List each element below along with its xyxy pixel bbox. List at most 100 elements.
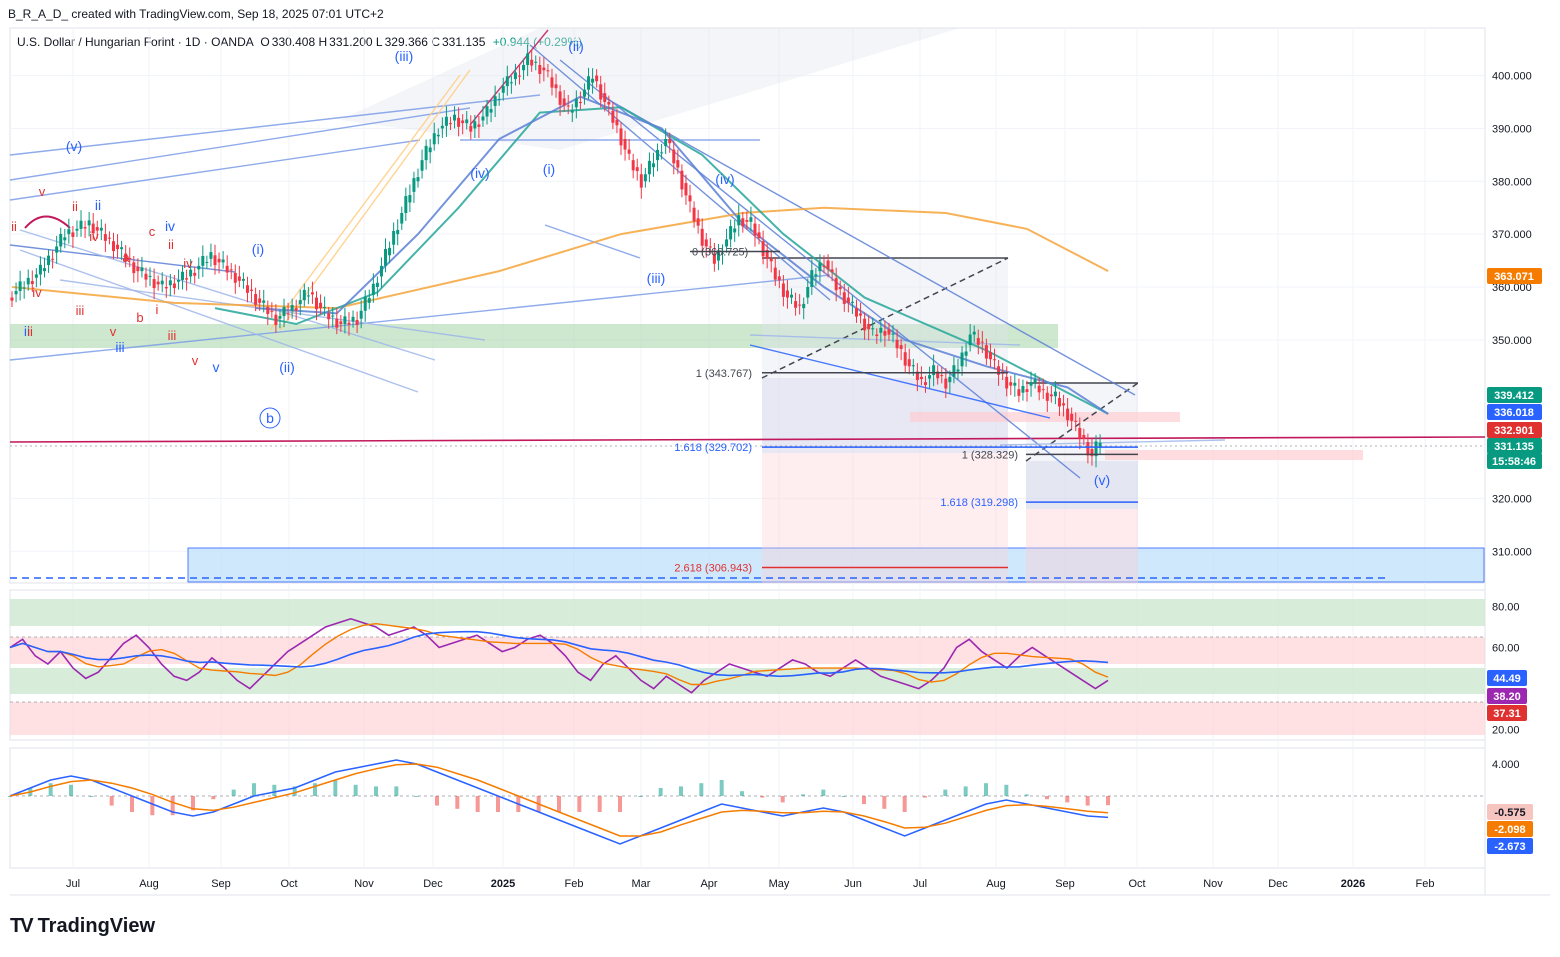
candle-body bbox=[128, 257, 132, 260]
macd-histogram-bar bbox=[272, 784, 277, 796]
macd-tick-label: 4.000 bbox=[1492, 759, 1520, 771]
candle-body bbox=[59, 233, 63, 247]
macd-histogram-bar bbox=[984, 783, 988, 796]
candle-body bbox=[1074, 420, 1078, 422]
candle-body bbox=[798, 304, 802, 306]
candle-body bbox=[290, 304, 294, 311]
price-badge-bg bbox=[1487, 422, 1542, 438]
candle-body bbox=[574, 98, 578, 108]
candle-body bbox=[875, 334, 879, 336]
candle-body bbox=[315, 297, 318, 310]
candle-body bbox=[461, 120, 465, 124]
candle-body bbox=[396, 229, 400, 235]
candle-body bbox=[1098, 442, 1102, 448]
candle-body bbox=[522, 65, 526, 71]
candle-body bbox=[1053, 391, 1057, 397]
symbol-legend: U.S. Dollar / Hungarian Forint · 1D · OA… bbox=[17, 35, 582, 49]
candle-body bbox=[408, 195, 412, 203]
candle-body bbox=[120, 247, 124, 250]
candle-body bbox=[152, 279, 156, 289]
macd-badge-bg bbox=[1487, 821, 1533, 837]
candle-body bbox=[420, 160, 424, 171]
macd-histogram-bar bbox=[1045, 796, 1049, 800]
rsi-zones bbox=[10, 599, 1485, 735]
macd-histogram-bar bbox=[191, 796, 195, 811]
candle-body bbox=[233, 272, 237, 283]
candle-body bbox=[562, 98, 566, 106]
macd-badge-value: -2.673 bbox=[1494, 841, 1525, 853]
wave-label-red: a bbox=[122, 250, 130, 265]
tradingview-brand[interactable]: TV TradingView bbox=[10, 915, 155, 938]
symbol-name[interactable]: U.S. Dollar / Hungarian Forint · 1D · OA… bbox=[17, 35, 254, 49]
candle-body bbox=[213, 255, 217, 266]
candle-body bbox=[416, 177, 420, 182]
candle-body bbox=[924, 382, 927, 385]
candle-body bbox=[988, 352, 992, 360]
price-badge-value: 339.412 bbox=[1494, 390, 1534, 402]
time-axis[interactable]: Jul Aug Sep Oct Nov Dec 2025 Feb Mar Apr May Jun Jul… bbox=[66, 878, 1435, 890]
wave-label-blue: (i) bbox=[543, 161, 555, 177]
candle-body bbox=[940, 375, 944, 377]
price-tick-label: 400.000 bbox=[1492, 71, 1532, 83]
candle-body bbox=[980, 341, 984, 343]
candle-body bbox=[477, 124, 481, 127]
price-tick-label: 370.000 bbox=[1492, 229, 1532, 241]
candle-body bbox=[582, 89, 586, 97]
macd-histogram-bar bbox=[740, 791, 744, 796]
wave-label-red: i bbox=[156, 302, 159, 317]
ohlc-low: 329.366 bbox=[384, 35, 428, 49]
candle-body bbox=[99, 227, 103, 231]
macd-histogram-bar bbox=[252, 783, 256, 796]
price-badge: 15:58:46 bbox=[1487, 453, 1542, 469]
candle-body bbox=[245, 285, 249, 293]
macd-histogram-bar bbox=[780, 796, 785, 803]
candle-body bbox=[469, 125, 473, 132]
candle-body bbox=[672, 149, 676, 164]
candle-body bbox=[278, 316, 282, 319]
candle-body bbox=[250, 289, 254, 291]
brand-name: TradingView bbox=[37, 915, 156, 937]
candle-body bbox=[948, 376, 952, 383]
candle-body bbox=[818, 262, 822, 272]
wave-label-red: ii bbox=[27, 324, 33, 339]
candle-body bbox=[1017, 389, 1021, 396]
macd-histogram-bar bbox=[801, 794, 805, 796]
macd-histogram-bar bbox=[1106, 796, 1110, 806]
candle-body bbox=[627, 149, 631, 154]
price-tick-label: 390.000 bbox=[1492, 123, 1532, 135]
time-tick-label: May bbox=[769, 878, 790, 890]
macd-badge: -2.098 bbox=[1487, 821, 1533, 837]
time-tick-label: Nov bbox=[354, 878, 374, 890]
macd-histogram-bar bbox=[638, 796, 643, 797]
candle-body bbox=[587, 76, 591, 90]
candle-body bbox=[392, 230, 396, 245]
trendline bbox=[599, 94, 1136, 396]
wave-label-red: v bbox=[192, 353, 199, 368]
wave-label-red: v bbox=[39, 184, 46, 199]
macd-histogram-bar bbox=[455, 796, 460, 809]
macd-histogram-bar bbox=[679, 786, 683, 796]
wave-labels: (v)(iii)(ii)(iv)(i)(i)(iv)(iii)(ii)(v)ii… bbox=[11, 38, 1110, 488]
time-tick-label: Sep bbox=[1055, 878, 1075, 890]
candle-body bbox=[258, 298, 262, 303]
macd-histogram-bar bbox=[963, 786, 968, 796]
candle-body bbox=[688, 195, 692, 202]
price-tick-label: 310.000 bbox=[1492, 546, 1532, 558]
candle-body bbox=[286, 313, 290, 315]
price-axis[interactable]: 400.000 390.000 380.000 370.000 360.000 350.0… bbox=[1492, 71, 1532, 771]
candle-body bbox=[148, 275, 152, 277]
macd-histogram-bar bbox=[618, 796, 622, 812]
candle-body bbox=[355, 320, 359, 326]
macd-histogram-bar bbox=[394, 786, 399, 796]
candle-body bbox=[1094, 441, 1098, 457]
candle-body bbox=[1057, 398, 1061, 407]
candle-body bbox=[473, 121, 477, 129]
wave-label-blue: ii bbox=[95, 197, 101, 213]
candle-body bbox=[558, 91, 562, 105]
wave-label-blue: (ii) bbox=[279, 359, 295, 375]
macd-histogram-bar bbox=[130, 796, 134, 812]
candle-body bbox=[47, 255, 51, 265]
price-badge: 339.412 bbox=[1487, 387, 1542, 403]
candle-body bbox=[1066, 408, 1070, 421]
